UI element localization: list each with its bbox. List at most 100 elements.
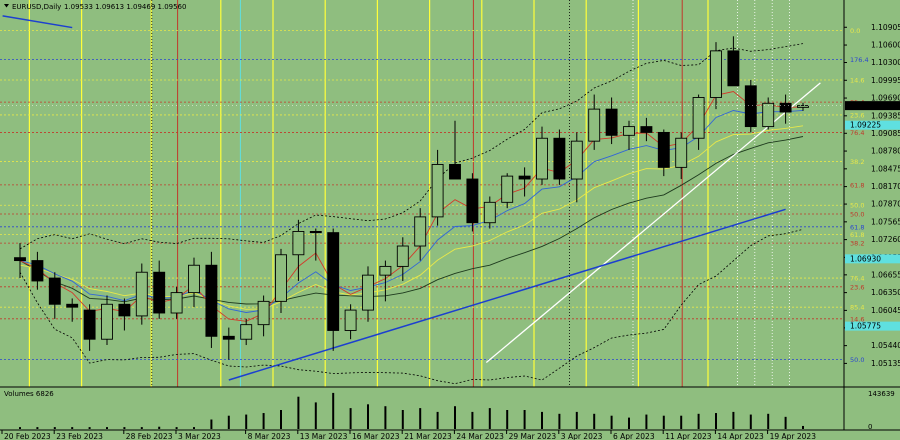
volume-label: Volumes 6826 — [4, 390, 54, 398]
candle-body[interactable] — [553, 137, 566, 180]
candle-body[interactable] — [466, 178, 479, 224]
fib-level-label: 14.6 — [850, 76, 864, 84]
candle-body[interactable] — [797, 105, 809, 108]
price-tick-label: 1.07870 — [871, 200, 900, 209]
vertical-lines — [28, 0, 790, 387]
candle-body[interactable] — [657, 131, 670, 168]
price-tick-label: 1.06045 — [871, 306, 900, 315]
price-tick-label: 1.10905 — [871, 23, 900, 32]
candle-body[interactable] — [640, 126, 653, 133]
candle-body[interactable] — [292, 231, 305, 256]
date-tick-label: 20 Feb 2023 — [4, 432, 51, 440]
fib-level-label: 61.8 — [850, 181, 864, 189]
fib-level-label: 0.0 — [850, 27, 860, 35]
candle-body[interactable] — [727, 50, 740, 87]
date-tick-label: 19 Apr 2023 — [770, 432, 817, 440]
candle-body[interactable] — [118, 303, 131, 317]
trendline-white[interactable] — [485, 82, 821, 364]
price-tick-label: 1.07565 — [871, 217, 900, 226]
candle-body[interactable] — [379, 265, 392, 276]
candle-body[interactable] — [779, 102, 792, 113]
date-tick-label: 29 Mar 2023 — [509, 432, 557, 440]
dropdown-triangle-icon[interactable] — [4, 4, 9, 8]
candle-body[interactable] — [153, 271, 166, 314]
candle-body[interactable] — [205, 264, 218, 337]
candle-body[interactable] — [396, 245, 409, 267]
fib-level-label: 14.6 — [850, 315, 864, 323]
candle-body[interactable] — [414, 216, 427, 247]
candle-body[interactable] — [431, 164, 444, 218]
candle-body[interactable] — [536, 137, 548, 180]
candle-body[interactable] — [257, 300, 270, 326]
candle-body[interactable] — [309, 231, 322, 234]
candle-body[interactable] — [14, 257, 26, 262]
fib-level-label: 61.8 — [850, 231, 864, 239]
ohlc-values: 1.09533 1.09613 1.09469 1.09560 — [64, 3, 186, 11]
price-tick-label: 1.09385 — [871, 111, 900, 120]
candle-body[interactable] — [588, 108, 601, 142]
candle-body[interactable] — [66, 303, 79, 308]
fib-level-label: 23.6 — [850, 283, 864, 291]
candle-body[interactable] — [692, 97, 705, 139]
price-tick-label: 1.07260 — [871, 235, 900, 244]
date-tick-label: 3 Apr 2023 — [561, 432, 603, 440]
fib-level-label: 50.0 — [850, 202, 864, 210]
date-tick-label: 6 Apr 2023 — [613, 432, 655, 440]
candle-body[interactable] — [344, 309, 357, 331]
ema-yellow-line — [19, 125, 804, 310]
candle-body[interactable] — [170, 292, 183, 314]
candle-body[interactable] — [570, 140, 583, 180]
fib-level-label: 76.4 — [850, 129, 864, 137]
date-tick-label: 28 Feb 2023 — [126, 432, 173, 440]
candles[interactable] — [14, 36, 809, 360]
candle-body[interactable] — [240, 324, 253, 340]
candle-body[interactable] — [222, 335, 235, 340]
candle-body[interactable] — [623, 126, 635, 136]
candle-body[interactable] — [483, 201, 496, 224]
fib-level-label: 61.8 — [850, 223, 864, 231]
candle-body[interactable] — [362, 274, 374, 311]
candle-body[interactable] — [449, 164, 461, 180]
fib-level-label: 176.4 — [850, 56, 869, 64]
price-marker-cyan-label: 1.09225 — [850, 121, 881, 130]
candle-body[interactable] — [605, 108, 618, 136]
bollinger-upper — [19, 43, 804, 250]
candle-body[interactable] — [675, 137, 688, 168]
price-tick-label: 1.10600 — [871, 41, 900, 50]
price-tick-label: 1.05440 — [871, 341, 900, 350]
trendline-blue[interactable] — [228, 208, 786, 381]
candle-body[interactable] — [518, 175, 531, 180]
candle-body[interactable] — [762, 102, 775, 128]
candle-body[interactable] — [710, 50, 722, 98]
current-price-label: 1.09560 — [850, 101, 881, 110]
ema-blue-line — [19, 109, 804, 313]
date-tick-label: 21 Mar 2023 — [404, 432, 452, 440]
fib-level-label: 76.4 — [850, 275, 864, 283]
candle-body[interactable] — [188, 264, 200, 294]
date-tick-label: 11 Apr 2023 — [665, 432, 712, 440]
trend-lines[interactable] — [2, 15, 821, 381]
candle-body[interactable] — [744, 85, 757, 128]
candle-body[interactable] — [327, 232, 340, 331]
fib-level-label: 38.2 — [850, 158, 864, 166]
candle-body[interactable] — [275, 254, 287, 302]
candle-body[interactable] — [135, 271, 148, 317]
volume-bars — [19, 392, 804, 429]
price-marker-cyan — [845, 321, 900, 331]
candle-body[interactable] — [83, 309, 96, 340]
candle-body[interactable] — [48, 277, 61, 305]
candle-body[interactable] — [101, 303, 113, 340]
fib-level-label: 23.6 — [850, 111, 864, 119]
trendline-blue-top[interactable] — [2, 15, 73, 29]
candle-body[interactable] — [501, 175, 514, 203]
price-tick-label: 1.08475 — [871, 164, 900, 173]
date-tick-label: 3 Mar 2023 — [178, 432, 221, 440]
fib-level-label: 50.0 — [850, 356, 864, 364]
candle-body[interactable] — [31, 260, 44, 282]
price-marker-cyan — [845, 254, 900, 264]
volume-zero-label: 0 — [868, 423, 872, 431]
